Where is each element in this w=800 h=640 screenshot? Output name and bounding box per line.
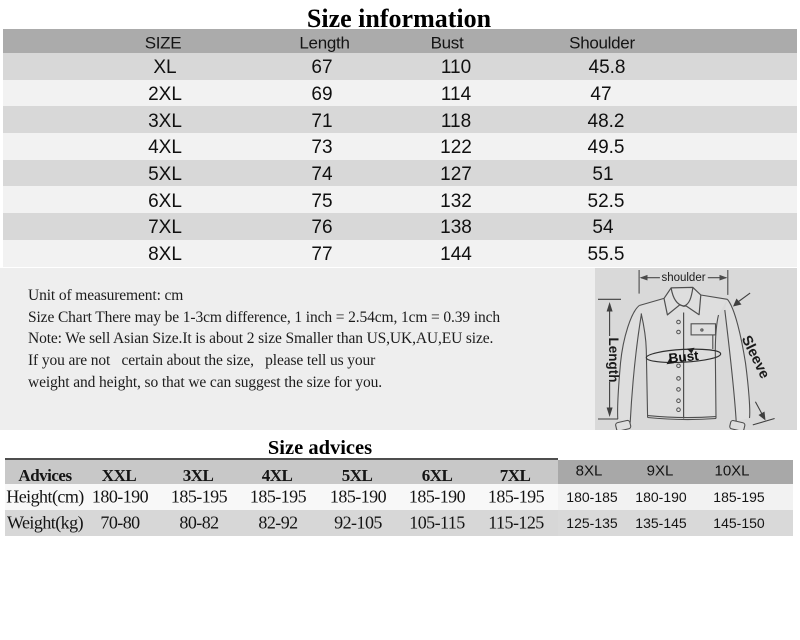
svg-text:Bust: Bust (668, 348, 700, 366)
svg-text:shoulder: shoulder (661, 272, 705, 284)
svg-text:Length: Length (606, 338, 621, 383)
